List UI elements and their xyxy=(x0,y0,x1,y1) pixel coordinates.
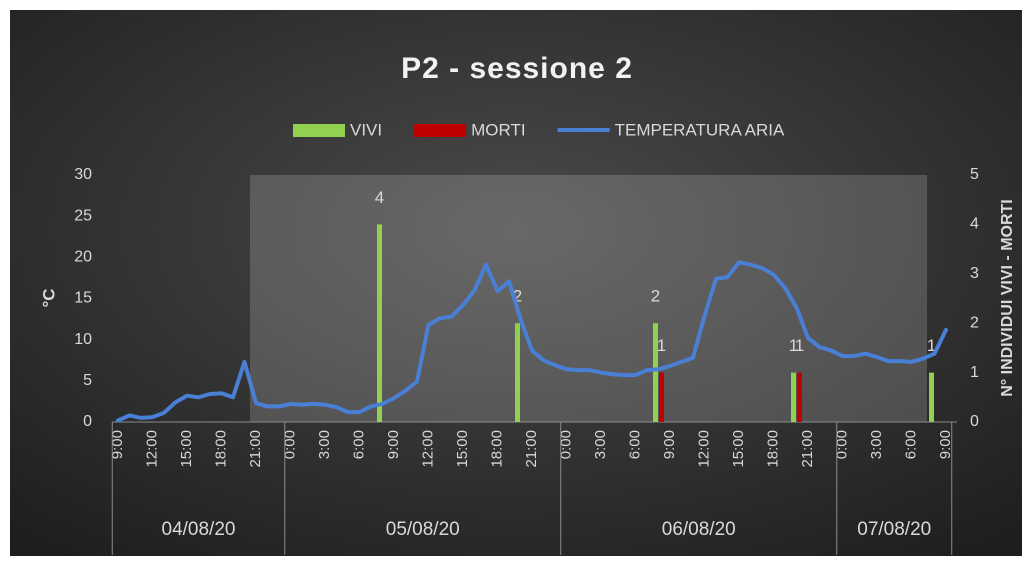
y-tick-label: 10 xyxy=(74,331,92,348)
line xyxy=(116,260,948,423)
y2-axis-label: N° INDIVIDUI VIVI - MORTI xyxy=(999,199,1016,397)
bar xyxy=(791,372,796,422)
x-tick-label: 12:00 xyxy=(143,430,160,468)
legend-swatch xyxy=(293,124,345,137)
x-tick-label: 15:00 xyxy=(454,430,471,468)
x-tick-label: 9:00 xyxy=(385,430,402,459)
x-group-label: 04/08/20 xyxy=(162,519,236,540)
x-tick-label: 0:00 xyxy=(557,430,574,459)
x-tick-label: 6:00 xyxy=(626,430,643,459)
shaded-region xyxy=(250,175,927,422)
x-tick-label: 18:00 xyxy=(764,430,781,468)
x-tick-label: 6:00 xyxy=(902,430,919,459)
data-label: 4 xyxy=(375,188,384,207)
legend-swatch xyxy=(414,124,467,137)
bar xyxy=(659,372,664,422)
y2-tick-label: 3 xyxy=(970,265,979,282)
x-tick-label: 3:00 xyxy=(592,430,609,459)
x-tick-label: 15:00 xyxy=(730,430,747,468)
x-tick-label: 3:00 xyxy=(868,430,885,459)
bar xyxy=(797,372,802,422)
x-tick-label: 12:00 xyxy=(695,430,712,468)
x-group-label: 07/08/20 xyxy=(857,519,931,540)
legend-label: VIVI xyxy=(350,120,382,139)
y-tick-label: 30 xyxy=(74,166,92,183)
y2-tick-label: 4 xyxy=(970,216,979,233)
bar xyxy=(515,323,520,422)
x-tick-label: 21:00 xyxy=(799,430,816,468)
x-tick-label: 9:00 xyxy=(109,430,126,459)
data-label: 1 xyxy=(927,336,936,355)
x-tick-label: 6:00 xyxy=(350,430,367,459)
y-tick-label: 15 xyxy=(74,290,92,307)
y2-tick-label: 5 xyxy=(970,166,979,183)
y-tick-label: 25 xyxy=(74,207,92,224)
legend-label: MORTI xyxy=(471,120,525,139)
bar xyxy=(377,224,382,422)
y-tick-label: 20 xyxy=(74,249,92,266)
chart-title: P2 - sessione 2 xyxy=(401,52,633,85)
x-tick-label: 18:00 xyxy=(488,430,505,468)
data-label: 2 xyxy=(513,287,522,306)
y-tick-label: 5 xyxy=(83,372,92,389)
data-label: 1 xyxy=(795,336,804,355)
x-tick-label: 21:00 xyxy=(523,430,540,468)
legend-label: TEMPERATURA ARIA xyxy=(615,120,785,139)
x-tick-label: 9:00 xyxy=(661,430,678,459)
y2-tick-label: 0 xyxy=(970,413,979,430)
bar xyxy=(929,372,934,422)
x-group-label: 06/08/20 xyxy=(662,519,736,540)
x-tick-label: 12:00 xyxy=(419,430,436,468)
x-tick-label: 21:00 xyxy=(247,430,264,468)
x-tick-label: 0:00 xyxy=(281,430,298,459)
bar xyxy=(653,323,658,422)
y-tick-label: 0 xyxy=(83,413,92,430)
chart-background xyxy=(10,10,1022,556)
data-label: 1 xyxy=(657,336,666,355)
x-tick-label: 9:00 xyxy=(937,430,954,459)
y2-tick-label: 1 xyxy=(970,364,979,381)
x-group-label: 05/08/20 xyxy=(386,519,460,540)
x-tick-label: 18:00 xyxy=(212,430,229,468)
y-axis-label: °C xyxy=(39,288,58,307)
x-tick-label: 3:00 xyxy=(316,430,333,459)
x-tick-label: 15:00 xyxy=(178,430,195,468)
data-label: 1 xyxy=(789,336,798,355)
y2-tick-label: 2 xyxy=(970,314,979,331)
data-label: 2 xyxy=(651,287,660,306)
x-tick-label: 0:00 xyxy=(833,430,850,459)
